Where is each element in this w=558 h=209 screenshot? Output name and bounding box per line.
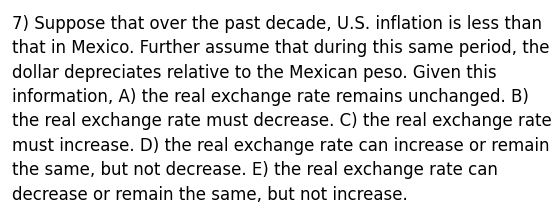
Text: the real exchange rate must decrease. C) the real exchange rate: the real exchange rate must decrease. C)… xyxy=(12,112,552,130)
Text: the same, but not decrease. E) the real exchange rate can: the same, but not decrease. E) the real … xyxy=(12,161,498,179)
Text: dollar depreciates relative to the Mexican peso. Given this: dollar depreciates relative to the Mexic… xyxy=(12,64,497,82)
Text: information, A) the real exchange rate remains unchanged. B): information, A) the real exchange rate r… xyxy=(12,88,529,106)
Text: decrease or remain the same, but not increase.: decrease or remain the same, but not inc… xyxy=(12,186,408,204)
Text: that in Mexico. Further assume that during this same period, the: that in Mexico. Further assume that duri… xyxy=(12,39,550,57)
Text: 7) Suppose that over the past decade, U.S. inflation is less than: 7) Suppose that over the past decade, U.… xyxy=(12,15,542,33)
Text: must increase. D) the real exchange rate can increase or remain: must increase. D) the real exchange rate… xyxy=(12,137,550,155)
